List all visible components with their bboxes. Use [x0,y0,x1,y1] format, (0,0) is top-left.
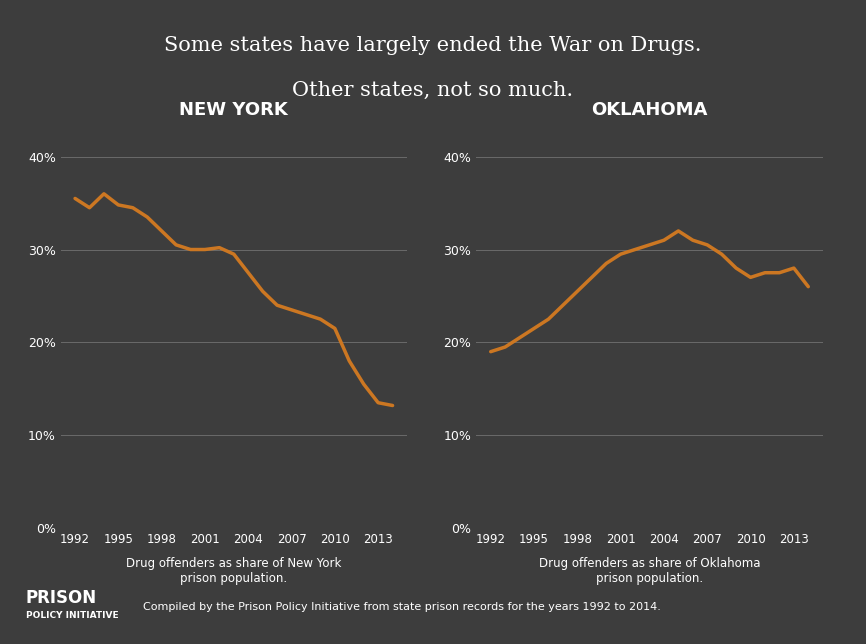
Title: NEW YORK: NEW YORK [179,101,288,119]
Text: Some states have largely ended the War on Drugs.: Some states have largely ended the War o… [165,35,701,55]
X-axis label: Drug offenders as share of Oklahoma
prison population.: Drug offenders as share of Oklahoma pris… [539,557,760,585]
Text: POLICY INITIATIVE: POLICY INITIATIVE [26,611,119,620]
Text: Compiled by the Prison Policy Initiative from state prison records for the years: Compiled by the Prison Policy Initiative… [143,601,661,612]
Title: OKLAHOMA: OKLAHOMA [591,101,708,119]
Text: Other states, not so much.: Other states, not so much. [293,80,573,100]
X-axis label: Drug offenders as share of New York
prison population.: Drug offenders as share of New York pris… [126,557,341,585]
Text: PRISON: PRISON [26,589,97,607]
